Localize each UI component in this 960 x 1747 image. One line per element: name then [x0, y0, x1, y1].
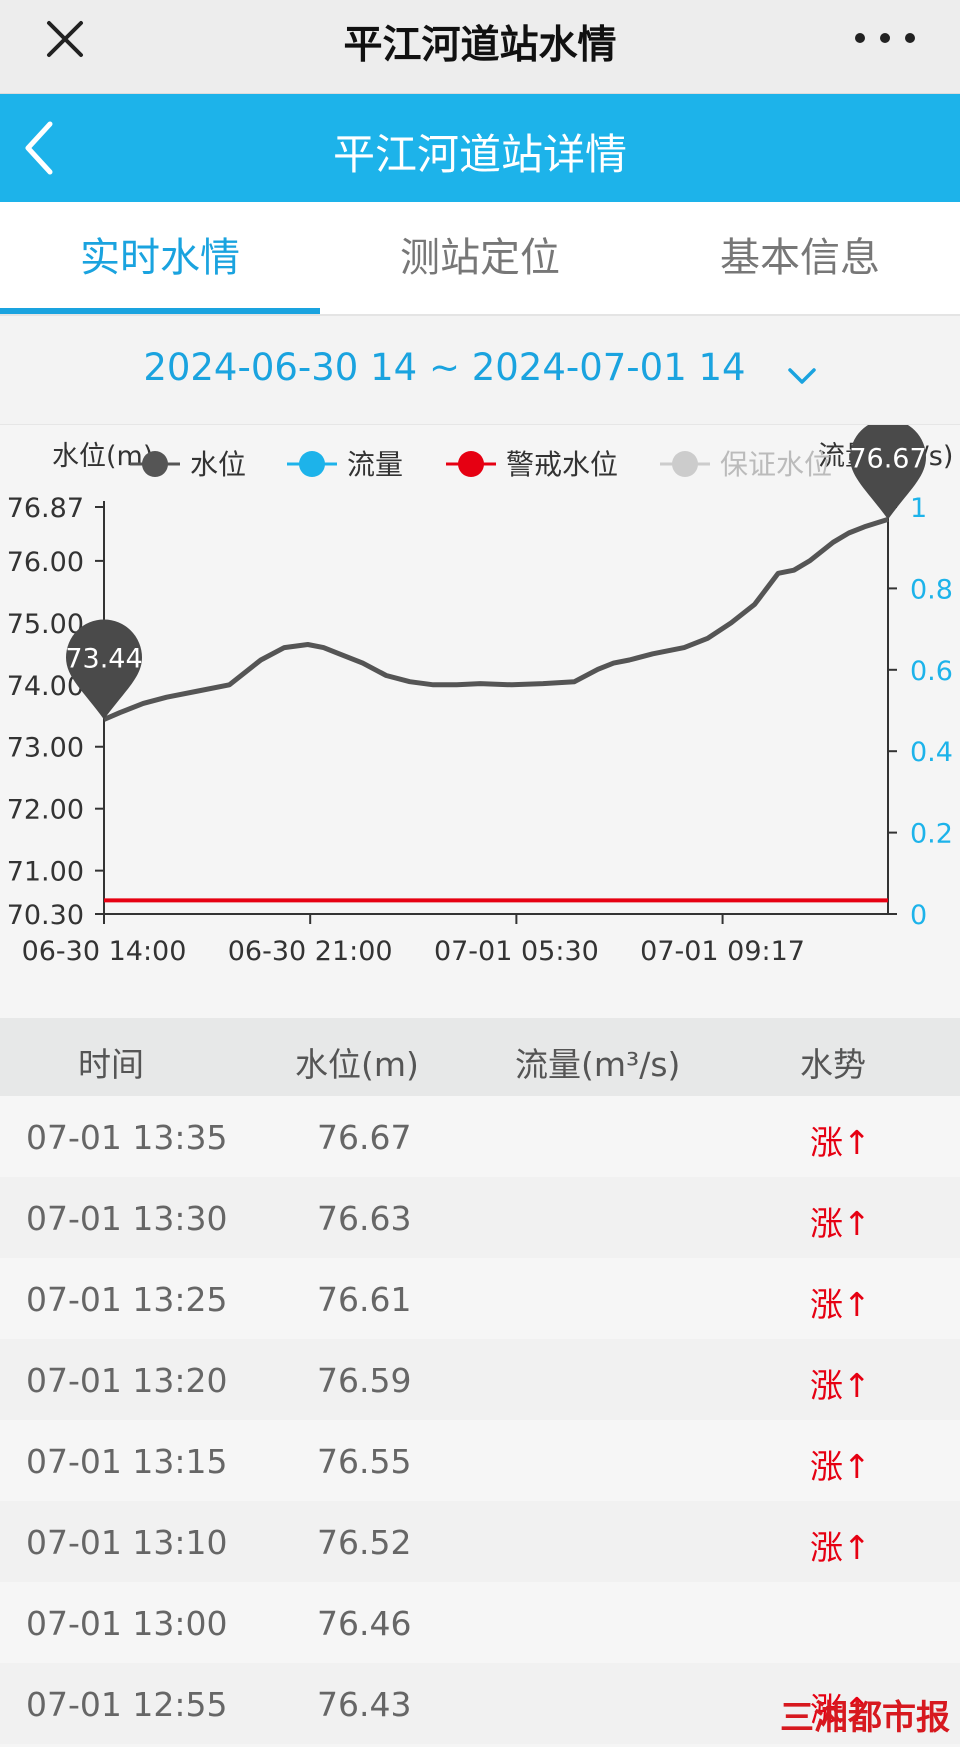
header-time: 时间 — [78, 1045, 144, 1084]
water-level-line — [103, 517, 889, 722]
cell-time: 07-01 13:20 — [26, 1361, 228, 1400]
table-row: 07-01 13:20 76.59 涨↑ — [0, 1339, 960, 1420]
value-marker-label: 73.44 — [65, 643, 142, 674]
cell-level: 76.46 — [317, 1604, 412, 1643]
cell-level: 76.55 — [317, 1442, 412, 1481]
tab-realtime[interactable]: 实时水情 — [0, 202, 320, 314]
table-row: 07-01 13:35 76.67 涨↑ — [0, 1096, 960, 1177]
legend-dot-0 — [142, 451, 168, 477]
cell-trend: 涨↑ — [810, 1123, 871, 1162]
x-tick-label: 06-30 21:00 — [228, 936, 393, 967]
x-tick-label: 07-01 09:17 — [640, 936, 805, 967]
legend-dot-3 — [672, 451, 698, 477]
value-marker-pin — [66, 619, 142, 720]
cell-trend: 涨↑ — [810, 1285, 871, 1324]
cell-time: 07-01 13:25 — [26, 1280, 228, 1319]
cell-level: 76.52 — [317, 1523, 412, 1562]
value-marker-pin — [850, 419, 926, 520]
y-right-tick-label: 0 — [910, 900, 927, 931]
header-flow: 流量(m³/s) — [515, 1045, 681, 1084]
cell-trend: 涨↑ — [810, 1204, 871, 1243]
table-header: 时间 水位(m) 流量(m³/s) 水势 — [0, 1018, 960, 1096]
left-axis-title: 水位(m) — [52, 441, 153, 472]
cell-time: 07-01 12:55 — [26, 1685, 228, 1724]
y-right-tick-label: 0.4 — [910, 737, 953, 768]
tab-basic-info[interactable]: 基本信息 — [720, 235, 880, 281]
cell-time: 07-01 13:30 — [26, 1199, 228, 1238]
watermark-logo: 三湘都市报 — [780, 1698, 950, 1738]
top-bar: 平江河道站水情 — [0, 0, 960, 94]
y-left-tick-label: 71.00 — [7, 857, 84, 888]
cell-level: 76.63 — [317, 1199, 412, 1238]
cell-level: 76.61 — [317, 1280, 412, 1319]
date-range-row: 2024-06-30 14 ~ 2024-07-01 14 — [0, 316, 960, 425]
back-arrow-icon[interactable] — [20, 118, 60, 178]
header-level: 水位(m) — [295, 1045, 419, 1084]
header-trend: 水势 — [800, 1045, 866, 1084]
legend-label-1: 流量 — [347, 448, 403, 481]
tab-bar: 实时水情 测站定位 基本信息 — [0, 202, 960, 316]
cell-time: 07-01 13:15 — [26, 1442, 228, 1481]
cell-trend: 涨↑ — [810, 1366, 871, 1405]
cell-trend: 涨↑ — [810, 1690, 871, 1729]
cell-time: 07-01 13:35 — [26, 1118, 228, 1157]
chart-canvas: 水位(m)流量(m³/s)76.8776.0075.0074.0073.0072… — [7, 419, 953, 967]
table-row: 07-01 13:15 76.55 涨↑ — [0, 1420, 960, 1501]
table-row: 07-01 12:55 76.43 涨↑ — [0, 1663, 960, 1744]
y-left-tick-label: 70.30 — [7, 900, 84, 931]
cell-trend: 涨↑ — [810, 1447, 871, 1486]
legend-label-0: 水位 — [190, 448, 246, 481]
y-right-tick-label: 0.2 — [910, 819, 953, 850]
x-tick-label: 06-30 14:00 — [22, 936, 187, 967]
y-right-tick-label: 0.6 — [910, 656, 953, 687]
y-right-tick-label: 1 — [910, 493, 927, 524]
y-left-tick-label: 72.00 — [7, 795, 84, 826]
y-left-tick-label: 73.00 — [7, 733, 84, 764]
more-icon[interactable] — [850, 20, 920, 56]
cell-trend: 涨↑ — [810, 1528, 871, 1567]
window-title: 平江河道站水情 — [343, 23, 617, 68]
page-title: 平江河道站详情 — [332, 130, 627, 179]
table-row: 07-01 13:00 76.46 — [0, 1582, 960, 1663]
legend-dot-2 — [458, 451, 484, 477]
table-row: 07-01 13:25 76.61 涨↑ — [0, 1258, 960, 1339]
cell-level: 76.67 — [317, 1118, 412, 1157]
water-level-chart: 水位(m)流量(m³/s)76.8776.0075.0074.0073.0072… — [0, 419, 960, 1015]
value-marker-label: 76.67 — [849, 443, 926, 474]
chevron-down-icon[interactable] — [787, 366, 817, 386]
cell-level: 76.59 — [317, 1361, 412, 1400]
tab-station-location[interactable]: 测站定位 — [400, 235, 560, 281]
legend-label-3: 保证水位 — [720, 448, 832, 481]
cell-level: 76.43 — [317, 1685, 412, 1724]
y-left-tick-label: 76.00 — [7, 547, 84, 578]
page-header: 平江河道站详情 — [0, 94, 960, 202]
table-row: 07-01 13:30 76.63 涨↑ — [0, 1177, 960, 1258]
legend-dot-1 — [299, 451, 325, 477]
legend-label-2: 警戒水位 — [506, 448, 618, 481]
date-range-selector[interactable]: 2024-06-30 14 ~ 2024-07-01 14 — [143, 346, 746, 389]
y-right-tick-label: 0.8 — [910, 574, 953, 605]
x-tick-label: 07-01 05:30 — [434, 936, 599, 967]
cell-time: 07-01 13:10 — [26, 1523, 228, 1562]
y-left-tick-label: 75.00 — [7, 609, 84, 640]
table-row: 07-01 13:10 76.52 涨↑ — [0, 1501, 960, 1582]
cell-time: 07-01 13:00 — [26, 1604, 228, 1643]
y-left-tick-label: 74.00 — [7, 671, 84, 702]
y-left-tick-label: 76.87 — [7, 493, 84, 524]
data-table: 07-01 13:35 76.67 涨↑ 07-01 13:30 76.63 涨↑ 07-0… — [0, 1096, 960, 1744]
close-icon[interactable] — [44, 18, 86, 60]
